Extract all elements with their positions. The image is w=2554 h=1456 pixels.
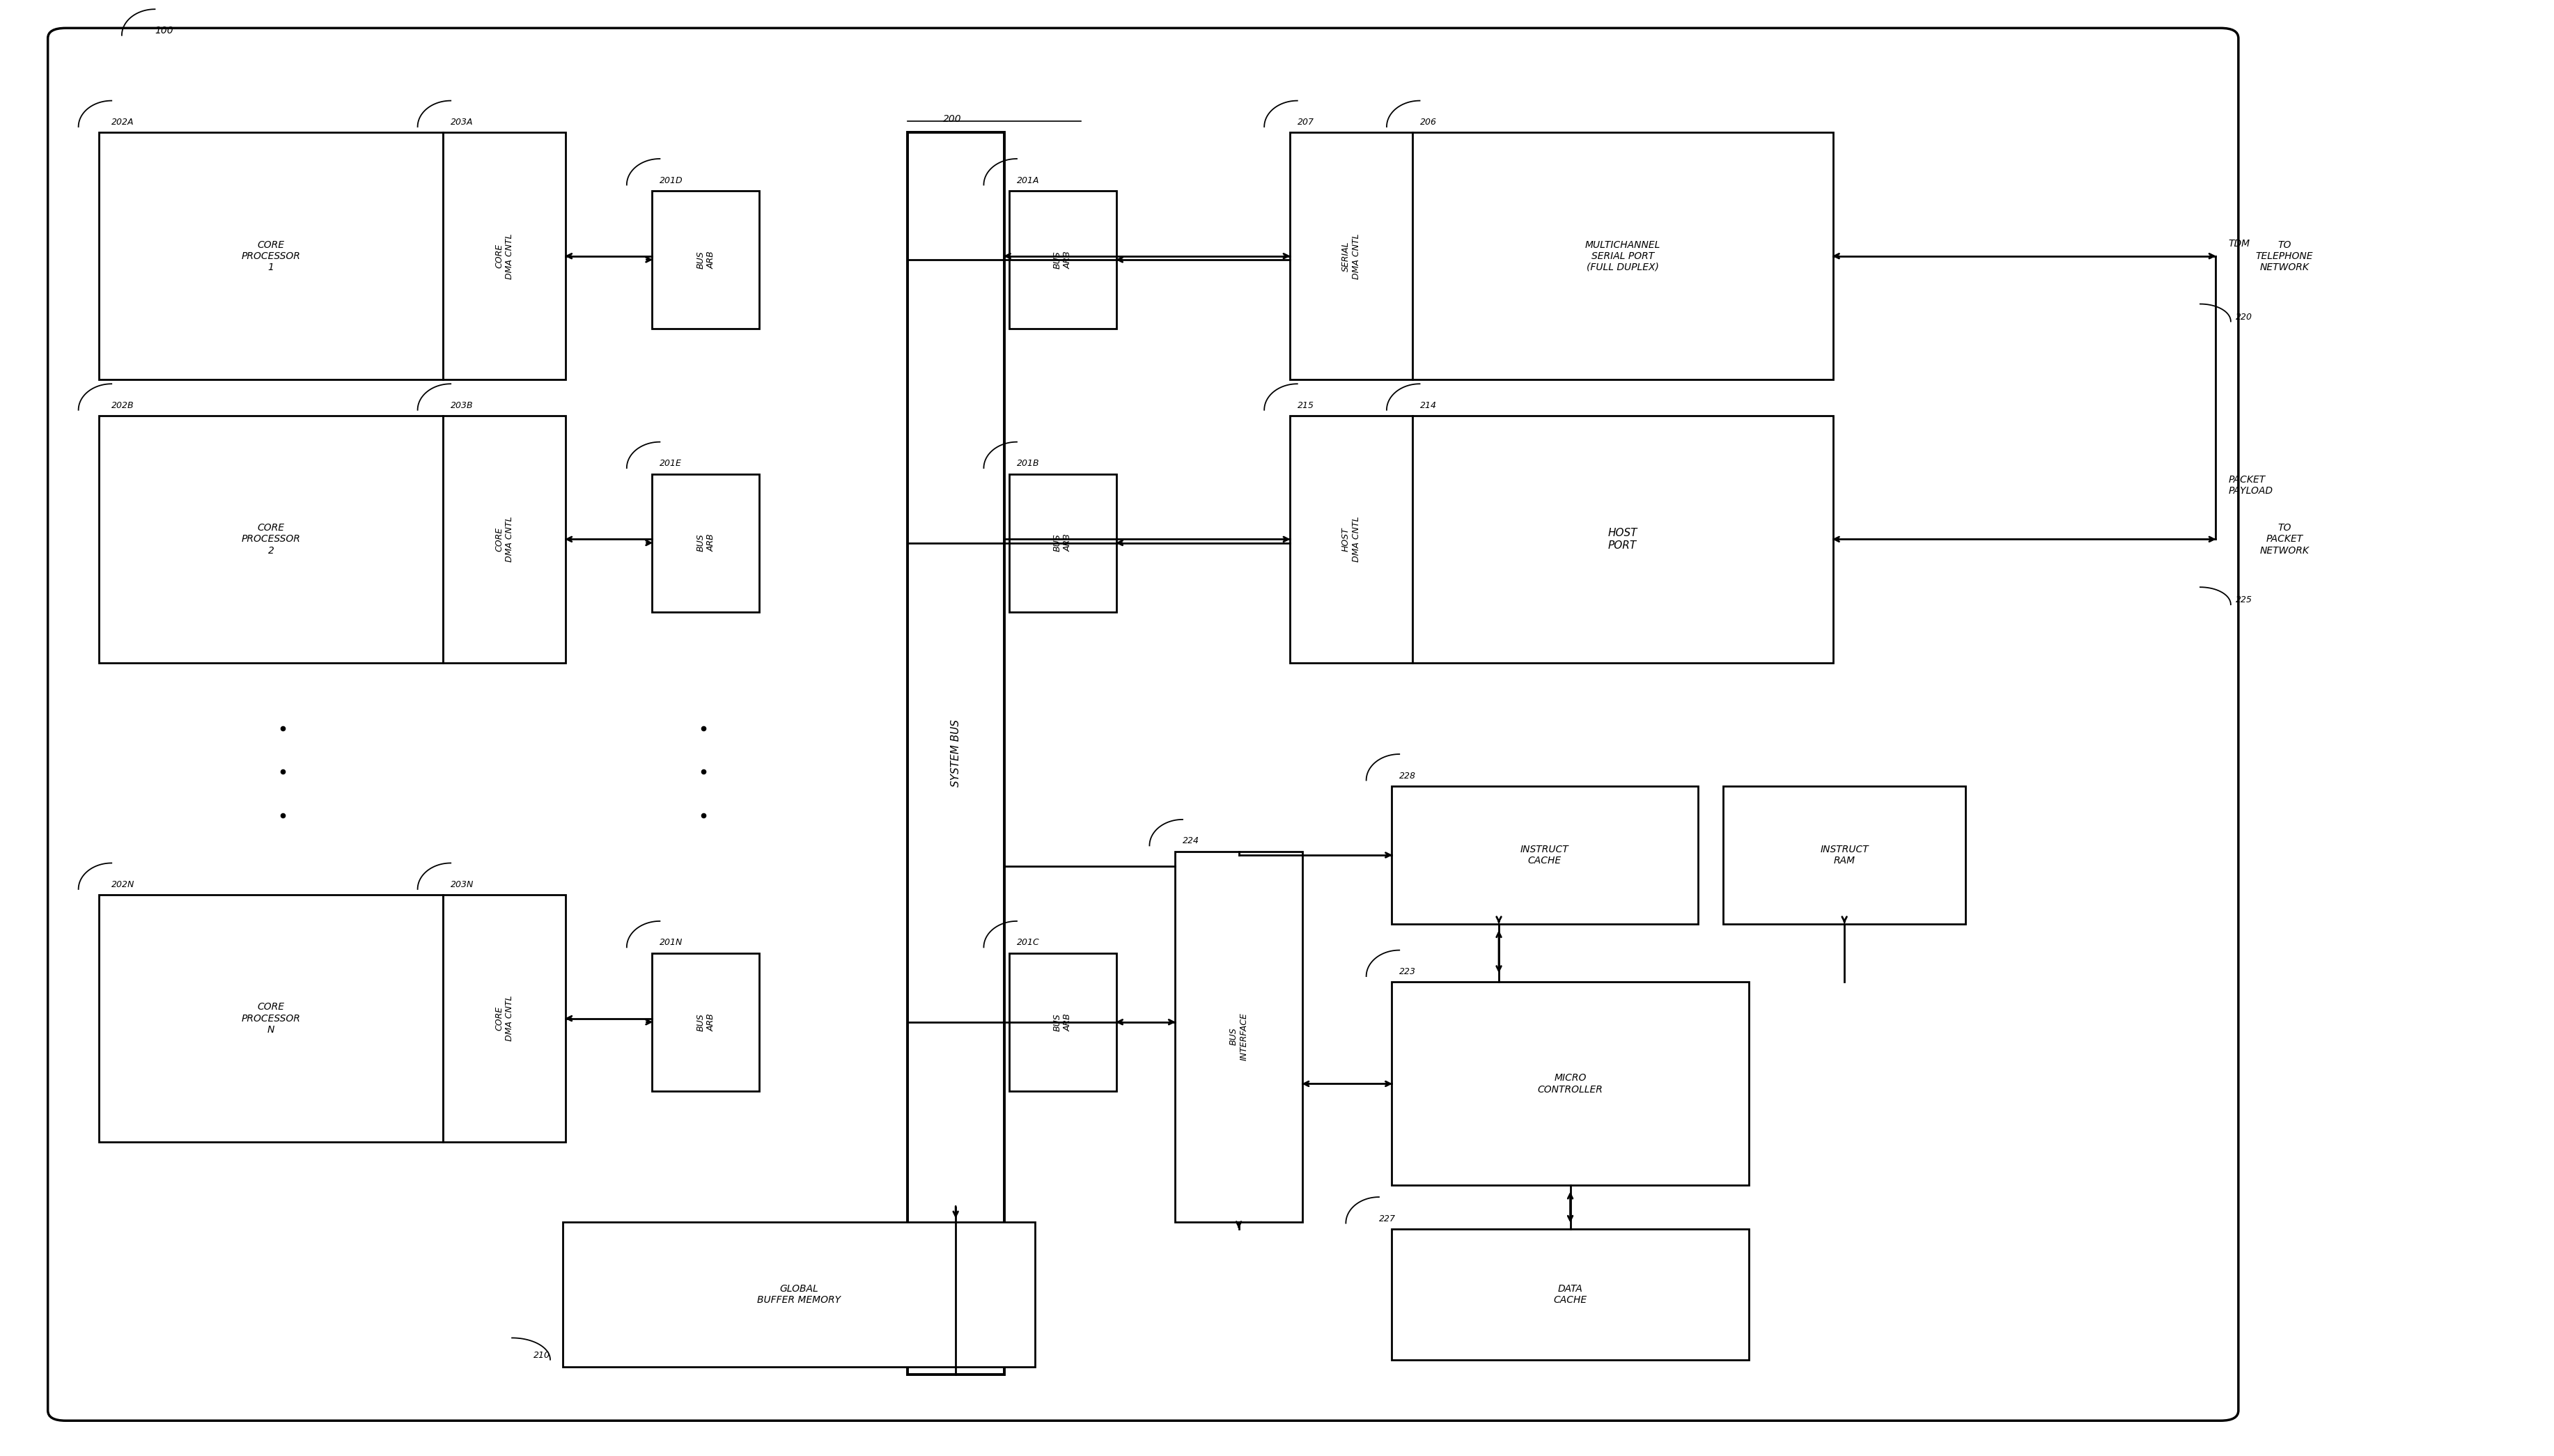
Text: CORE
PROCESSOR
1: CORE PROCESSOR 1 [243,240,301,272]
Text: BUS
ARB: BUS ARB [697,534,715,552]
Bar [1290,416,1412,662]
Bar [651,954,759,1091]
Bar [1724,786,1967,925]
Text: CORE
DMA CNTL: CORE DMA CNTL [495,517,513,562]
Text: MICRO
CONTROLLER: MICRO CONTROLLER [1538,1073,1604,1095]
Text: TO
TELEPHONE
NETWORK: TO TELEPHONE NETWORK [2255,240,2314,272]
Text: BUS
ARB: BUS ARB [697,250,715,269]
FancyBboxPatch shape [49,28,2237,1421]
Text: HOST
PORT: HOST PORT [1606,529,1637,550]
Bar [1412,416,1834,662]
Text: BUS
ARB: BUS ARB [1052,1013,1073,1031]
Bar [442,416,564,662]
Bar [442,132,564,380]
Bar [1009,191,1116,329]
Bar [1392,786,1698,925]
Bar [1392,1229,1749,1360]
Text: INSTRUCT
RAM: INSTRUCT RAM [1821,844,1870,865]
Text: 203N: 203N [450,879,475,890]
Text: 215: 215 [1297,400,1315,411]
Text: 100: 100 [156,26,174,35]
Text: 200: 200 [942,114,960,124]
Text: TO
PACKET
NETWORK: TO PACKET NETWORK [2260,523,2309,555]
Text: BUS
ARB: BUS ARB [1052,250,1073,269]
Text: GLOBAL
BUFFER MEMORY: GLOBAL BUFFER MEMORY [756,1284,840,1305]
Text: 201B: 201B [1016,459,1039,467]
Text: 206: 206 [1420,118,1435,127]
Bar [100,895,442,1142]
Text: 223: 223 [1400,967,1415,977]
Text: BUS
ARB: BUS ARB [1052,534,1073,552]
Text: MULTICHANNEL
SERIAL PORT
(FULL DUPLEX): MULTICHANNEL SERIAL PORT (FULL DUPLEX) [1586,240,1660,272]
Text: BUS
INTERFACE: BUS INTERFACE [1228,1012,1249,1060]
Bar [907,132,1004,1374]
Text: 202N: 202N [112,879,135,890]
Text: SYSTEM BUS: SYSTEM BUS [950,719,960,788]
Bar [100,416,442,662]
Text: TDM: TDM [2227,239,2250,249]
Text: CORE
DMA CNTL: CORE DMA CNTL [495,996,513,1041]
Bar [442,895,564,1142]
Text: 214: 214 [1420,400,1435,411]
Bar [1009,473,1116,612]
Text: INSTRUCT
CACHE: INSTRUCT CACHE [1520,844,1568,865]
Text: SERIAL
DMA CNTL: SERIAL DMA CNTL [1341,233,1361,280]
Text: 201N: 201N [659,938,682,948]
Text: 228: 228 [1400,772,1415,780]
Text: 220: 220 [2235,313,2253,322]
Bar [651,473,759,612]
Text: HOST
DMA CNTL: HOST DMA CNTL [1341,517,1361,562]
Text: 224: 224 [1183,837,1200,846]
Bar [651,191,759,329]
Text: CORE
PROCESSOR
N: CORE PROCESSOR N [243,1002,301,1035]
Text: DATA
CACHE: DATA CACHE [1553,1284,1586,1305]
Text: 203B: 203B [450,400,472,411]
Text: 201C: 201C [1016,938,1039,948]
Bar [1392,983,1749,1185]
Text: 201E: 201E [659,459,682,467]
Text: 207: 207 [1297,118,1315,127]
Bar [100,132,442,380]
Text: 201A: 201A [1016,176,1039,185]
Text: 201D: 201D [659,176,684,185]
Text: CORE
PROCESSOR
2: CORE PROCESSOR 2 [243,523,301,555]
Text: BUS
ARB: BUS ARB [697,1013,715,1031]
Bar [1290,132,1412,380]
Text: 227: 227 [1379,1214,1394,1223]
Text: 203A: 203A [450,118,472,127]
Text: PACKET
PAYLOAD: PACKET PAYLOAD [2227,475,2273,495]
Text: CORE
DMA CNTL: CORE DMA CNTL [495,233,513,280]
Bar [1412,132,1834,380]
Bar [562,1222,1034,1367]
Text: 202B: 202B [112,400,135,411]
Text: 210: 210 [534,1351,549,1360]
Bar [1009,954,1116,1091]
Text: 225: 225 [2235,596,2253,604]
Bar [1175,852,1303,1222]
Text: 202A: 202A [112,118,135,127]
